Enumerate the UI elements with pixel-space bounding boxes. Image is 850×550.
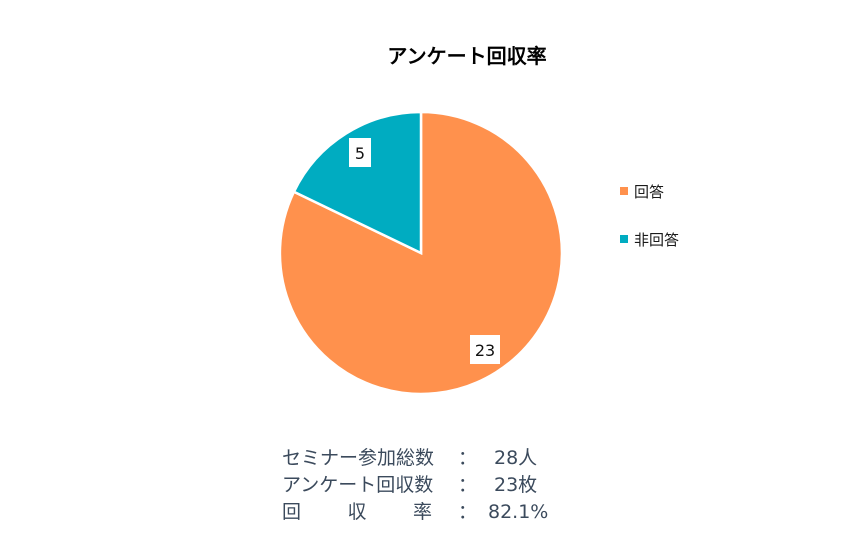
summary-value: 82.1% xyxy=(488,501,549,523)
legend-swatch-answered xyxy=(620,187,628,195)
legend-item-unanswered[interactable]: 非回答 xyxy=(620,228,679,250)
summary-value: 28人 xyxy=(494,447,538,469)
summary-label: セミナー参加総数 xyxy=(282,447,435,469)
legend-label-unanswered: 非回答 xyxy=(634,230,680,249)
legend-swatch-unanswered xyxy=(620,235,628,243)
data-label-unanswered: 5 xyxy=(355,144,365,163)
summary-label-char: 収 xyxy=(347,501,367,523)
chart-title: アンケート回収率 xyxy=(0,40,850,69)
summary-row-collected: アンケート回収数 ： 23枚 xyxy=(282,472,548,499)
summary-label-char: 率 xyxy=(412,501,432,523)
chart-title-text: アンケート回収率 xyxy=(387,44,547,68)
legend-item-answered[interactable]: 回答 xyxy=(620,180,679,202)
summary-stats: セミナー参加総数 ： 28人 アンケート回収数 ： 23枚 回 収 率 ： 82… xyxy=(282,445,548,526)
summary-row-participants: セミナー参加総数 ： 28人 xyxy=(282,445,548,472)
summary-label: アンケート回収数 xyxy=(282,474,434,496)
summary-separator: ： xyxy=(458,501,478,523)
pie-slice-unanswered[interactable] xyxy=(292,110,423,255)
summary-row-rate: 回 収 率 ： 82.1% xyxy=(282,499,548,526)
summary-separator: ： xyxy=(458,447,478,469)
summary-label: 回 収 率 xyxy=(282,499,432,526)
summary-label-char: 回 xyxy=(282,501,302,523)
data-label-answered: 23 xyxy=(475,341,495,360)
summary-separator: ： xyxy=(458,474,478,496)
legend-label-answered: 回答 xyxy=(634,182,665,201)
legend: 回答 非回答 xyxy=(620,180,679,276)
summary-value: 23枚 xyxy=(494,474,538,496)
label-box-unanswered xyxy=(349,138,371,167)
label-box-answered xyxy=(470,335,500,364)
